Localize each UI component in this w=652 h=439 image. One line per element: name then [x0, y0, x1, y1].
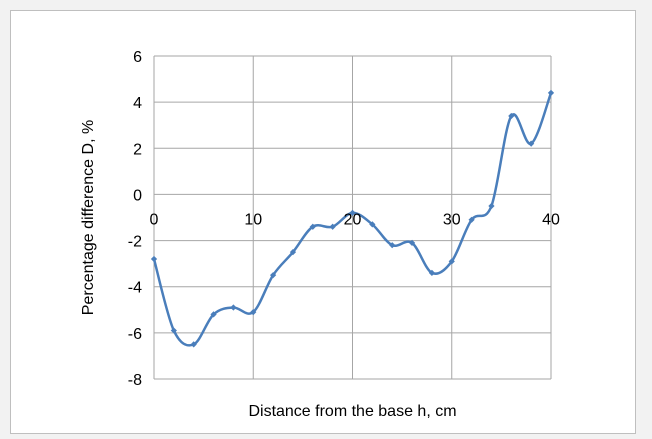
data-point [170, 327, 177, 334]
data-point [547, 89, 555, 97]
grid [153, 55, 552, 380]
x-tick-label: 30 [443, 211, 461, 228]
y-tick-label: 6 [133, 49, 142, 66]
data-point [428, 269, 436, 276]
y-tick-label: 4 [133, 95, 142, 112]
y-tick-label: -4 [128, 280, 142, 297]
data-point [329, 223, 336, 230]
y-tick-label: -6 [128, 326, 142, 343]
y-tick-label: 0 [133, 187, 142, 204]
y-tick-label: -8 [128, 372, 142, 389]
chart-frame: -8 -6 -4 -2 0 2 4 6 0 10 20 30 40 Distance from the… [10, 10, 636, 434]
x-tick-label: 40 [542, 211, 560, 228]
x-tick-labels: 0 10 20 30 40 [150, 211, 560, 228]
x-tick-label: 10 [244, 211, 262, 228]
x-tick-label: 0 [150, 211, 159, 228]
y-tick-label: -2 [128, 234, 142, 251]
data-point [230, 304, 237, 311]
x-tick-label: 20 [344, 211, 362, 228]
y-tick-labels: -8 -6 -4 -2 0 2 4 6 [128, 49, 142, 389]
data-point [269, 272, 277, 279]
x-axis-label: Distance from the base h, cm [248, 403, 456, 420]
y-axis-label: Percentage difference D, % [80, 120, 97, 315]
data-point [150, 255, 158, 263]
data-point [309, 223, 316, 230]
y-tick-label: 2 [133, 141, 142, 158]
line-chart: -8 -6 -4 -2 0 2 4 6 0 10 20 30 40 Distance from the… [80, 49, 560, 420]
